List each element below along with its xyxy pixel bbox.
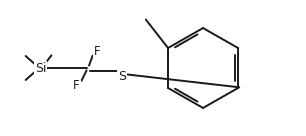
Text: Si: Si — [35, 61, 47, 75]
Text: S: S — [118, 70, 126, 83]
Text: F: F — [73, 79, 80, 92]
Text: F: F — [94, 45, 100, 58]
